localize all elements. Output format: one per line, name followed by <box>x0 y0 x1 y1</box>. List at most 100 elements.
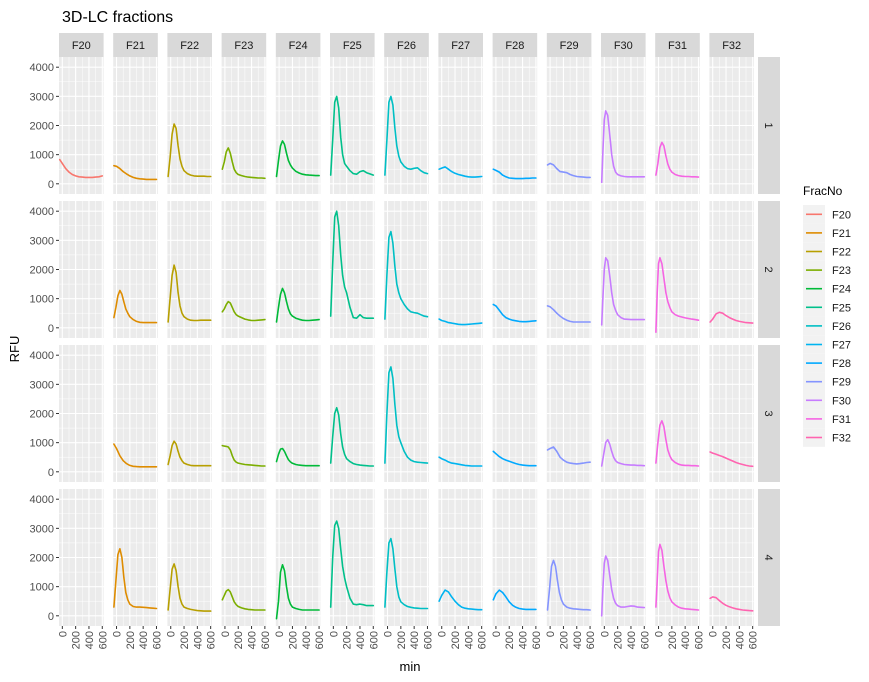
column-strip-f22: F22 <box>167 33 212 57</box>
panel-f21-row-2 <box>113 201 158 338</box>
column-strips-layer: F20 F21 F22 F23 F24 F25 F26 F27 F28 F29 F30 F31 F32 <box>59 33 754 57</box>
column-strip-f21: F21 <box>113 33 158 57</box>
x-tick-label: 0 <box>545 631 557 637</box>
x-tick-label: 400 <box>409 631 421 649</box>
x-tick-label: 400 <box>355 631 367 649</box>
column-strip-f25: F25 <box>330 33 375 57</box>
x-tick-label: 0 <box>112 631 124 637</box>
y-tick-label: 4000 <box>30 62 54 74</box>
panel-f32-row-4 <box>709 489 754 626</box>
x-tick-label: 200 <box>721 631 733 649</box>
x-tick-label: 400 <box>247 631 259 649</box>
panel-f26-row-4 <box>384 489 429 626</box>
x-tick-label: 0 <box>383 631 395 637</box>
series-line-f22-row-3 <box>167 440 212 467</box>
y-tick-label: 2000 <box>30 265 54 277</box>
legend-label: F20 <box>832 209 851 221</box>
panel-f21-row-4 <box>113 489 158 626</box>
panel-f24-row-1 <box>275 57 321 194</box>
legend-label: F24 <box>832 284 851 296</box>
column-strip-f31: F31 <box>655 33 700 57</box>
panel-f31-row-2 <box>655 201 700 338</box>
panel-f23-row-4 <box>221 489 267 626</box>
legend-item-f25: F25 <box>803 298 851 317</box>
panel-f28-row-3 <box>492 345 538 482</box>
x-tick-label: 400 <box>84 631 96 649</box>
series-line-f22-row-1 <box>167 123 212 178</box>
legend-items: F20 F21 F22 F23 F24 F25 F26 F27 F28 F29 F30 F31 F32 <box>803 205 851 447</box>
panel-f27-row-3 <box>438 345 483 482</box>
panels-layer <box>58 57 754 626</box>
column-strip-label: F29 <box>560 40 579 52</box>
y-tick-label: 0 <box>48 611 54 623</box>
legend-label: F30 <box>832 395 851 407</box>
series-line-f23-row-3 <box>221 444 266 467</box>
column-strip-f30: F30 <box>601 33 646 57</box>
row-strip-3: 3 <box>758 345 780 482</box>
series-line-f30-row-4 <box>600 555 646 617</box>
row-strip-label: 3 <box>762 410 774 416</box>
series-line-f31-row-4 <box>655 543 700 611</box>
y-tick-label: 2000 <box>30 553 54 565</box>
column-strip-f24: F24 <box>275 33 321 57</box>
x-tick-label: 200 <box>287 631 299 649</box>
legend-item-f23: F23 <box>803 260 851 280</box>
row-strip-label: 2 <box>762 266 774 272</box>
series-line-f30-row-2 <box>600 256 646 326</box>
column-strip-label: F27 <box>451 40 470 52</box>
y-axis-layer: 0 1000 2000 3000 4000 0 1000 2000 3000 4000 0 1000 2… <box>30 62 59 623</box>
series-line-f32-row-3 <box>709 451 754 468</box>
series-line-f31-row-2 <box>655 256 700 334</box>
panel-f25-row-3 <box>329 345 375 482</box>
y-tick-label: 0 <box>48 467 54 479</box>
y-tick-label: 4000 <box>30 494 54 506</box>
panel-f29-row-2 <box>546 201 592 338</box>
y-tick-label: 3000 <box>30 91 54 103</box>
series-line-f23-row-2 <box>221 300 266 322</box>
x-tick-label: 200 <box>613 631 625 649</box>
series-line-f27-row-4 <box>438 589 483 611</box>
panel-f25-row-2 <box>329 201 375 338</box>
panel-f20-row-3 <box>59 345 104 482</box>
x-tick-label: 600 <box>151 631 163 649</box>
series-line-f24-row-2 <box>275 287 320 323</box>
x-tick-label: 600 <box>585 631 597 649</box>
panel-f21-row-1 <box>113 57 158 194</box>
series-line-f21-row-1 <box>113 164 158 181</box>
series-line-f23-row-1 <box>221 147 266 180</box>
x-tick-label: 400 <box>138 631 150 649</box>
series-line-f27-row-1 <box>438 166 483 178</box>
panel-f29-row-4 <box>546 489 592 626</box>
x-tick-label: 600 <box>748 631 760 649</box>
y-tick-label: 1000 <box>30 582 54 594</box>
x-tick-label: 600 <box>639 631 651 649</box>
y-tick-label: 3000 <box>30 235 54 247</box>
column-strip-label: F28 <box>505 40 524 52</box>
x-tick-label: 200 <box>125 631 137 649</box>
legend-label: F25 <box>832 302 851 314</box>
x-tick-label: 200 <box>71 631 83 649</box>
series-line-f23-row-4 <box>221 588 266 611</box>
series-line-f26-row-2 <box>384 230 429 320</box>
x-tick-label: 200 <box>342 631 354 649</box>
y-tick-label: 1000 <box>30 438 54 450</box>
x-tick-label: 400 <box>518 631 530 649</box>
series-line-f20-row-1 <box>58 158 104 179</box>
x-tick-label: 400 <box>572 631 584 649</box>
legend-item-f27: F27 <box>803 335 851 354</box>
column-strip-f29: F29 <box>546 33 592 57</box>
panel-f25-row-1 <box>329 57 375 194</box>
panel-f22-row-2 <box>167 201 212 338</box>
legend-item-f21: F21 <box>803 223 851 243</box>
x-axis-title: min <box>400 659 421 674</box>
row-strip-label: 1 <box>762 122 774 128</box>
panel-f22-row-4 <box>167 489 212 626</box>
series-line-f30-row-1 <box>600 110 646 184</box>
series-line-f25-row-2 <box>329 210 375 320</box>
x-tick-label: 400 <box>192 631 204 649</box>
x-tick-label: 400 <box>626 631 638 649</box>
legend-label: F31 <box>832 414 851 426</box>
series-line-f26-row-1 <box>384 95 429 176</box>
series-line-f21-row-3 <box>113 443 158 468</box>
